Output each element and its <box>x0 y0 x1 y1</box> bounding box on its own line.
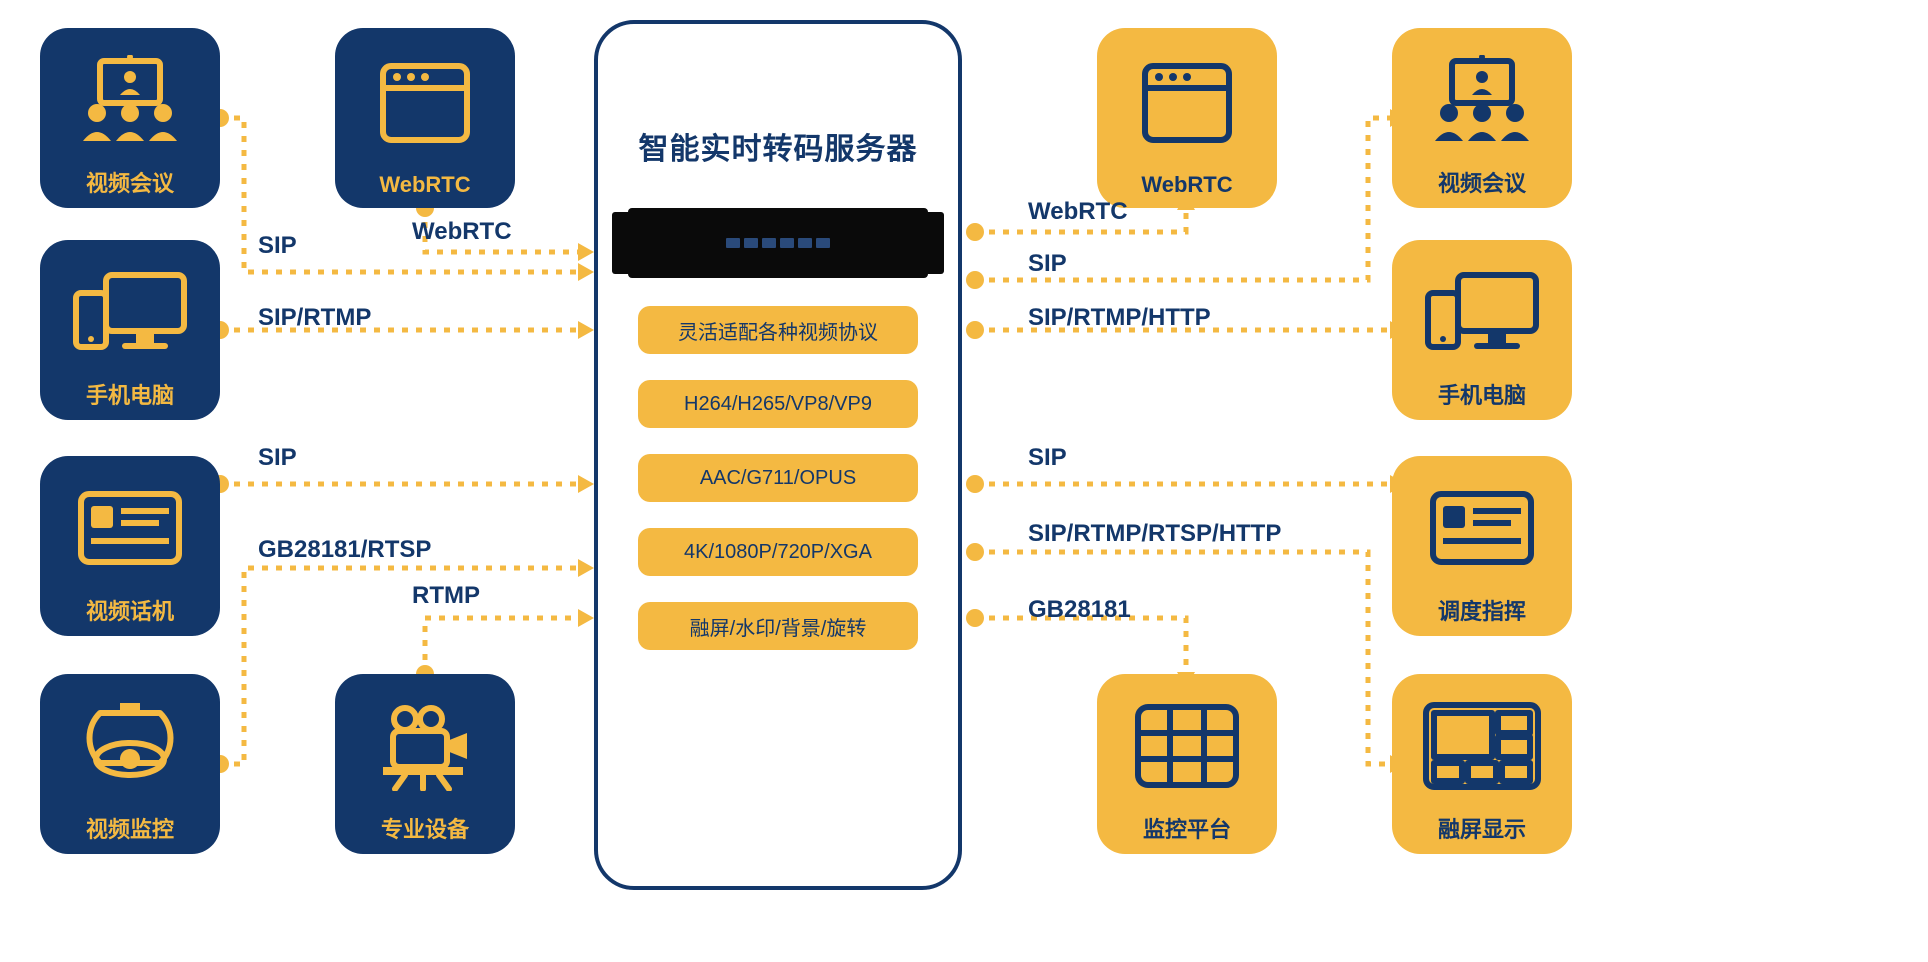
node-webrtc-right: WebRTC <box>1097 28 1277 208</box>
pill-2: AAC/G711/OPUS <box>638 454 918 502</box>
devices-icon <box>1402 250 1562 374</box>
node-pro-device: 专业设备 <box>335 674 515 854</box>
edge-label: SIP <box>1028 444 1067 472</box>
node-label: 视频话机 <box>86 594 174 626</box>
tablet-user-icon <box>50 466 210 590</box>
edge-label: SIP <box>1028 250 1067 278</box>
conference-icon <box>1402 38 1562 162</box>
node-label: 手机电脑 <box>86 378 174 410</box>
edge-label: SIP/RTMP <box>258 304 371 332</box>
center-title: 智能实时转码服务器 <box>639 124 918 168</box>
node-phone-pc-r: 手机电脑 <box>1392 240 1572 420</box>
browser-icon <box>1107 38 1267 168</box>
pill-1: H264/H265/VP8/VP9 <box>638 380 918 428</box>
edge-label: GB28181/RTSP <box>258 536 431 564</box>
videowall-icon <box>1402 684 1562 808</box>
node-label: 视频监控 <box>86 812 174 844</box>
node-video-phone: 视频话机 <box>40 456 220 636</box>
node-video-monitor: 视频监控 <box>40 674 220 854</box>
node-label: 手机电脑 <box>1438 378 1526 410</box>
node-video-conf: 视频会议 <box>40 28 220 208</box>
node-dispatch: 调度指挥 <box>1392 456 1572 636</box>
cctv-icon <box>50 684 210 808</box>
edge-label: GB28181 <box>1028 596 1131 624</box>
node-label: 视频会议 <box>1438 166 1526 198</box>
pill-3: 4K/1080P/720P/XGA <box>638 528 918 576</box>
edge-label: WebRTC <box>412 218 512 246</box>
edge-label: SIP <box>258 444 297 472</box>
node-webrtc-left: WebRTC <box>335 28 515 208</box>
node-fusion-disp: 融屏显示 <box>1392 674 1572 854</box>
pill-0: 灵活适配各种视频协议 <box>638 306 918 354</box>
node-label: 调度指挥 <box>1438 594 1526 626</box>
devices-icon <box>50 250 210 374</box>
edge-label: RTMP <box>412 582 480 610</box>
tablet-user-icon <box>1402 466 1562 590</box>
grid-icon <box>1107 684 1267 808</box>
node-label: 专业设备 <box>381 812 469 844</box>
node-monitor-plat: 监控平台 <box>1097 674 1277 854</box>
edge-label: SIP/RTMP/HTTP <box>1028 304 1211 332</box>
edges-layer <box>0 0 1928 962</box>
edge-label: SIP <box>258 232 297 260</box>
edge-label: SIP/RTMP/RTSP/HTTP <box>1028 520 1281 548</box>
node-label: 监控平台 <box>1143 812 1231 844</box>
node-phone-pc: 手机电脑 <box>40 240 220 420</box>
node-label: 视频会议 <box>86 166 174 198</box>
camera-icon <box>345 684 505 808</box>
node-label: 融屏显示 <box>1438 812 1526 844</box>
pill-4: 融屏/水印/背景/旋转 <box>638 602 918 650</box>
conference-icon <box>50 38 210 162</box>
node-video-conf-r: 视频会议 <box>1392 28 1572 208</box>
edge-label: WebRTC <box>1028 198 1128 226</box>
browser-icon <box>345 38 505 168</box>
server-hardware-icon <box>628 208 928 278</box>
center-server-box: 智能实时转码服务器 灵活适配各种视频协议 H264/H265/VP8/VP9 A… <box>594 20 962 890</box>
node-label: WebRTC <box>1141 172 1232 198</box>
node-label: WebRTC <box>379 172 470 198</box>
